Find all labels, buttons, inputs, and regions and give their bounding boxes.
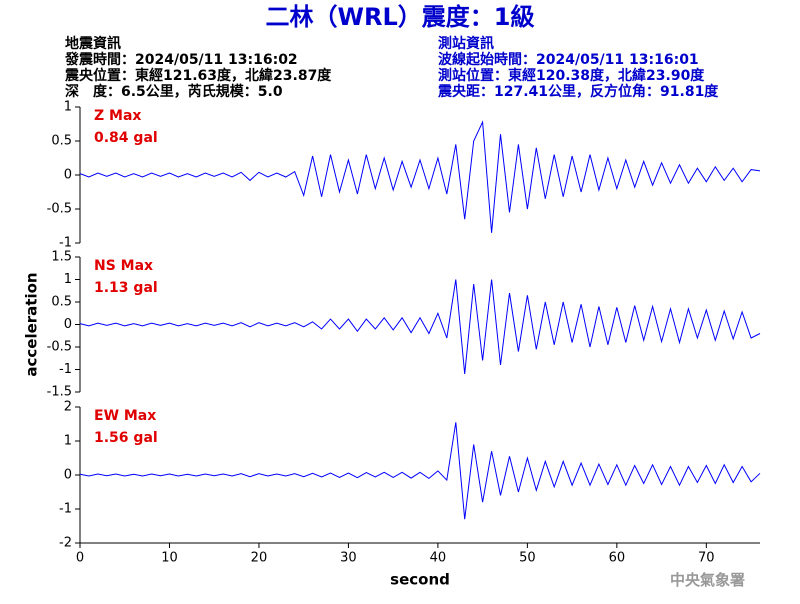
y-tick-label: -1 [59,502,72,517]
max-label: 1.13 gal [94,280,158,296]
x-tick-label: 70 [698,551,715,566]
y-tick-label: 0 [64,468,72,483]
y-tick-label: -1 [59,236,72,251]
station-info: 震央距：127.41公里，反方位角：91.81度 [437,83,719,100]
y-tick-label: 1 [64,272,72,287]
y-tick-label: 0 [64,317,72,332]
x-axis-label: second [390,571,450,589]
station-info: 測站資訊 [438,35,494,52]
series-name: EW Max [94,408,156,424]
series-name: Z Max [94,108,141,124]
max-label: 1.56 gal [94,430,158,446]
x-tick-label: 60 [609,551,626,566]
y-tick-label: 0.5 [51,295,72,310]
y-tick-label: 1.5 [51,250,72,265]
max-label: 0.84 gal [94,130,158,146]
x-tick-label: 50 [519,551,536,566]
station-info: 波線起始時間：2024/05/11 13:16:01 [438,51,699,68]
quake-info: 震央位置：東經121.63度，北緯23.87度 [64,67,332,84]
chart-title: 二林（WRL）震度：1級 [266,3,535,31]
y-tick-label: 1 [64,434,72,449]
y-tick-label: 2 [64,400,72,415]
y-tick-label: -1 [59,362,72,377]
y-tick-label: -1.5 [47,385,72,400]
y-tick-label: -0.5 [47,202,72,217]
series-name: NS Max [94,258,153,274]
waveform [79,120,761,233]
quake-info: 深 度：6.5公里，芮氏規模：5.0 [65,83,283,100]
y-axis-label: acceleration [23,272,41,376]
y-tick-label: -2 [59,536,72,551]
waveform [79,422,761,520]
footer: 中央氣象署 [670,571,745,589]
station-info: 測站位置：東經120.38度，北緯23.90度 [438,67,705,84]
x-tick-label: 20 [251,551,268,566]
x-tick-label: 30 [340,551,357,566]
y-tick-label: 0 [64,168,72,183]
x-tick-label: 0 [76,551,84,566]
x-tick-label: 40 [430,551,447,566]
y-tick-label: -0.5 [47,340,72,355]
y-tick-label: 1 [64,100,72,115]
waveform [79,279,761,375]
y-tick-label: 0.5 [51,134,72,149]
quake-info: 地震資訊 [65,35,121,52]
x-tick-label: 10 [161,551,178,566]
quake-info: 發震時間：2024/05/11 13:16:02 [64,51,298,68]
